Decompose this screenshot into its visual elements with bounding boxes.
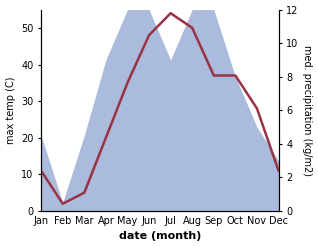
Y-axis label: med. precipitation (kg/m2): med. precipitation (kg/m2) [302,45,313,176]
Y-axis label: max temp (C): max temp (C) [5,77,16,144]
X-axis label: date (month): date (month) [119,231,201,242]
